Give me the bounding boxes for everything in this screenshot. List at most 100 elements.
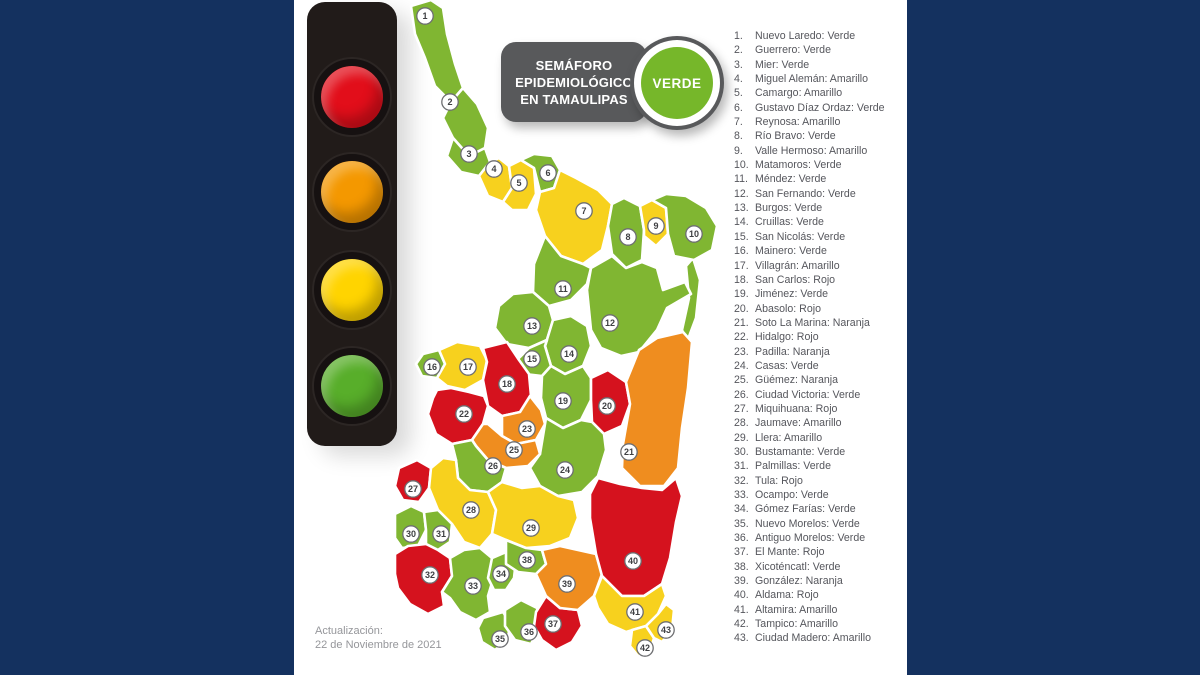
legend-item: 23. Padilla: Naranja <box>734 345 830 358</box>
municipality-number: 40 <box>628 556 638 566</box>
municipality-marker-6 <box>539 164 557 182</box>
legend-item: 35. Nuevo Morelos: Verde <box>734 517 860 530</box>
traffic-light-naranja <box>314 154 390 230</box>
municipality-marker-18 <box>498 375 516 393</box>
municipality-marker-36 <box>520 623 538 641</box>
legend-item: 37. El Mante: Rojo <box>734 546 825 559</box>
municipality-marker-34 <box>492 565 510 583</box>
municipality-shape-40 <box>588 476 684 598</box>
legend-item: 30. Bustamante: Verde <box>734 445 846 458</box>
municipality-number: 11 <box>558 284 568 294</box>
traffic-light-verde <box>314 348 390 424</box>
municipality-marker-37 <box>544 615 562 633</box>
legend-item: 32. Tula: Rojo <box>734 474 803 487</box>
legend-item: 22. Hidalgo: Rojo <box>734 331 819 344</box>
legend-item: 12. San Fernando: Verde <box>734 187 856 200</box>
municipality-shape-21 <box>620 330 694 488</box>
legend-item: 3. Mier: Verde <box>734 58 810 71</box>
municipality-marker-42 <box>636 639 654 657</box>
legend-item: 16. Mainero: Verde <box>734 245 827 258</box>
legend-item: 40. Aldama: Rojo <box>734 589 819 602</box>
municipality-marker-35 <box>491 630 509 648</box>
municipality-marker-23 <box>518 420 536 438</box>
municipality-number: 25 <box>509 445 519 455</box>
coastal-strip <box>680 256 702 344</box>
legend-item: 21. Soto La Marina: Naranja <box>734 316 870 329</box>
status-badge: VERDE <box>641 47 713 119</box>
municipality-number: 14 <box>564 349 574 359</box>
municipality-number: 34 <box>496 569 506 579</box>
legend-item: 13. Burgos: Verde <box>734 202 823 215</box>
municipality-number: 4 <box>491 164 496 174</box>
municipality-number: 21 <box>624 447 634 457</box>
municipality-number: 8 <box>625 232 630 242</box>
municipality-number: 10 <box>689 229 699 239</box>
municipality-number: 31 <box>436 529 446 539</box>
municipality-marker-22 <box>455 405 473 423</box>
legend-item: 9. Valle Hermoso: Amarillo <box>734 144 868 157</box>
municipality-marker-7 <box>575 202 593 220</box>
municipality-marker-4 <box>485 160 503 178</box>
legend-item: 39. González: Naranja <box>734 575 843 588</box>
municipality-number: 26 <box>488 461 498 471</box>
badge-title: SEMÁFORO EPIDEMIOLÓGICO EN TAMAULIPAS <box>515 57 633 107</box>
traffic-light-rojo <box>314 59 390 135</box>
municipality-number: 43 <box>661 625 671 635</box>
municipality-marker-8 <box>619 228 637 246</box>
legend-item: 36. Antiguo Morelos: Verde <box>734 532 866 545</box>
municipality-number: 36 <box>524 627 534 637</box>
legend-item: 1. Nuevo Laredo: Verde <box>734 30 856 42</box>
legend-item: 11. Méndez: Verde <box>734 173 827 186</box>
municipality-number: 6 <box>545 168 550 178</box>
traffic-light <box>307 2 397 446</box>
municipality-number: 2 <box>447 97 452 107</box>
legend-item: 14. Cruillas: Verde <box>734 216 824 229</box>
municipality-number: 24 <box>560 465 570 475</box>
municipality-shape-10 <box>650 192 719 262</box>
municipality-marker-2 <box>441 93 459 111</box>
municipality-marker-32 <box>421 566 439 584</box>
legend-item: 29. Llera: Amarillo <box>734 431 823 444</box>
municipality-list: 1. Nuevo Laredo: Verde 2. Guerrero: Verde 3.… <box>734 29 906 646</box>
municipality-marker-31 <box>432 525 450 543</box>
legend-item: 25. Güémez: Naranja <box>734 374 839 387</box>
legend-item: 15. San Nicolás: Verde <box>734 230 846 243</box>
legend-item: 5. Camargo: Amarillo <box>734 87 843 100</box>
legend-item: 10. Matamoros: Verde <box>734 159 842 172</box>
legend-item: 43. Ciudad Madero: Amarillo <box>734 632 871 645</box>
municipality-shape-11 <box>531 234 593 308</box>
municipality-marker-29 <box>522 519 540 537</box>
municipality-number: 38 <box>522 555 532 565</box>
municipality-number: 17 <box>463 362 473 372</box>
legend-item: 41. Altamira: Amarillo <box>734 603 838 616</box>
update-note: Actualización: 22 de Noviembre de 2021 <box>315 624 442 652</box>
municipality-marker-21 <box>620 443 638 461</box>
municipality-number: 37 <box>548 619 558 629</box>
legend-item: 18. San Carlos: Rojo <box>734 273 836 286</box>
municipality-number: 33 <box>468 581 478 591</box>
legend-item: 7. Reynosa: Amarillo <box>734 116 841 129</box>
municipality-marker-28 <box>462 501 480 519</box>
legend-item: 20. Abasolo: Rojo <box>734 302 821 315</box>
municipality-number: 9 <box>653 221 658 231</box>
municipality-marker-20 <box>598 397 616 415</box>
legend-item: 2. Guerrero: Verde <box>734 44 831 57</box>
municipality-number: 15 <box>527 354 537 364</box>
legend-item: 27. Miquihuana: Rojo <box>734 402 838 415</box>
municipality-number: 32 <box>425 570 435 580</box>
municipality-marker-27 <box>404 480 422 498</box>
municipality-marker-3 <box>460 145 478 163</box>
municipality-marker-16 <box>423 358 441 376</box>
municipality-number: 1 <box>422 11 427 21</box>
municipality-marker-33 <box>464 577 482 595</box>
legend-item: 17. Villagrán: Amarillo <box>734 259 840 272</box>
legend-item: 26. Ciudad Victoria: Verde <box>734 388 861 401</box>
municipality-marker-19 <box>554 392 572 410</box>
legend-item: 34. Gómez Farías: Verde <box>734 503 856 516</box>
municipality-marker-1 <box>416 7 434 25</box>
municipality-number: 23 <box>522 424 532 434</box>
legend-item: 8. Río Bravo: Verde <box>734 130 836 143</box>
municipality-marker-9 <box>647 217 665 235</box>
